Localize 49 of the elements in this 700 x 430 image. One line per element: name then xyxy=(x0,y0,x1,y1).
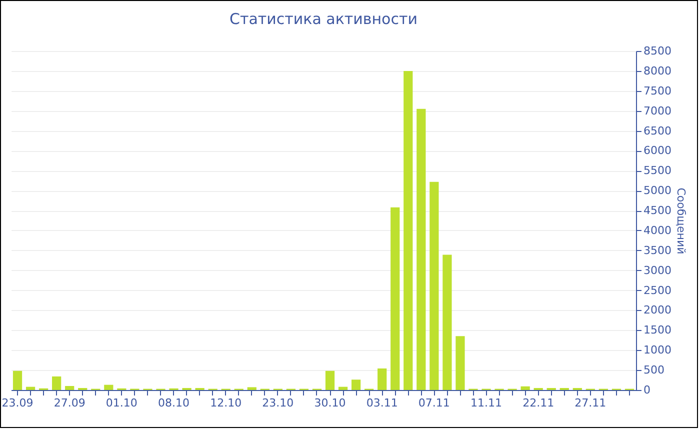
bar xyxy=(378,368,387,390)
x-tick-label: 12.10 xyxy=(210,396,242,410)
x-tick-label: 01.10 xyxy=(106,396,138,410)
x-tick-label: 08.10 xyxy=(158,396,190,410)
x-tick-label: 22.11 xyxy=(522,396,554,410)
y-tick-label: 6500 xyxy=(644,124,672,138)
y-tick-label: 8000 xyxy=(644,64,672,78)
bar xyxy=(26,386,36,390)
bar xyxy=(456,336,465,390)
bar xyxy=(442,254,452,390)
bar xyxy=(351,380,361,390)
bar xyxy=(390,207,400,390)
bar xyxy=(404,70,413,390)
bar xyxy=(247,387,256,390)
bar xyxy=(12,370,22,390)
x-tick-label: 23.10 xyxy=(262,396,294,410)
y-tick-label: 1000 xyxy=(644,344,672,357)
y-tick-label: 6000 xyxy=(644,144,672,158)
bar xyxy=(416,108,426,390)
x-tick-label: 03.11 xyxy=(366,396,398,410)
y-tick-label: 4500 xyxy=(644,204,672,218)
x-tick-label: 07.11 xyxy=(418,396,450,410)
y-tick-label: 2000 xyxy=(644,304,672,317)
y-tick-label: 3500 xyxy=(644,244,672,257)
bar xyxy=(325,370,335,390)
x-tick-label: 27.11 xyxy=(574,396,606,410)
bar xyxy=(104,384,114,390)
x-tick-label: 30.10 xyxy=(314,396,346,410)
y-tick-label: 4000 xyxy=(644,224,672,237)
y-tick-label: 7000 xyxy=(644,104,672,118)
y-tick-label: 5500 xyxy=(644,164,672,178)
y-tick-label: 500 xyxy=(644,364,664,377)
bar xyxy=(520,386,530,390)
y-tick-label: 3000 xyxy=(644,264,672,277)
y-tick-label: 1500 xyxy=(644,324,672,337)
x-tick-label: 27.09 xyxy=(54,396,86,410)
bar xyxy=(65,386,74,390)
y-tick-label: 8500 xyxy=(644,44,672,58)
y-tick-label: 2500 xyxy=(644,284,672,297)
bar xyxy=(430,182,439,390)
y-tick-label: 5000 xyxy=(644,184,672,198)
y-tick-label: 0 xyxy=(644,384,650,396)
bar xyxy=(52,376,62,390)
x-tick-label: 11.11 xyxy=(470,396,502,410)
y-tick-label: 7500 xyxy=(644,84,672,98)
chart-title: Статистика активности xyxy=(230,10,418,28)
y-axis-title: Сообщений xyxy=(674,188,688,254)
bar xyxy=(338,386,348,390)
x-tick-label: 23.09 xyxy=(2,396,34,410)
